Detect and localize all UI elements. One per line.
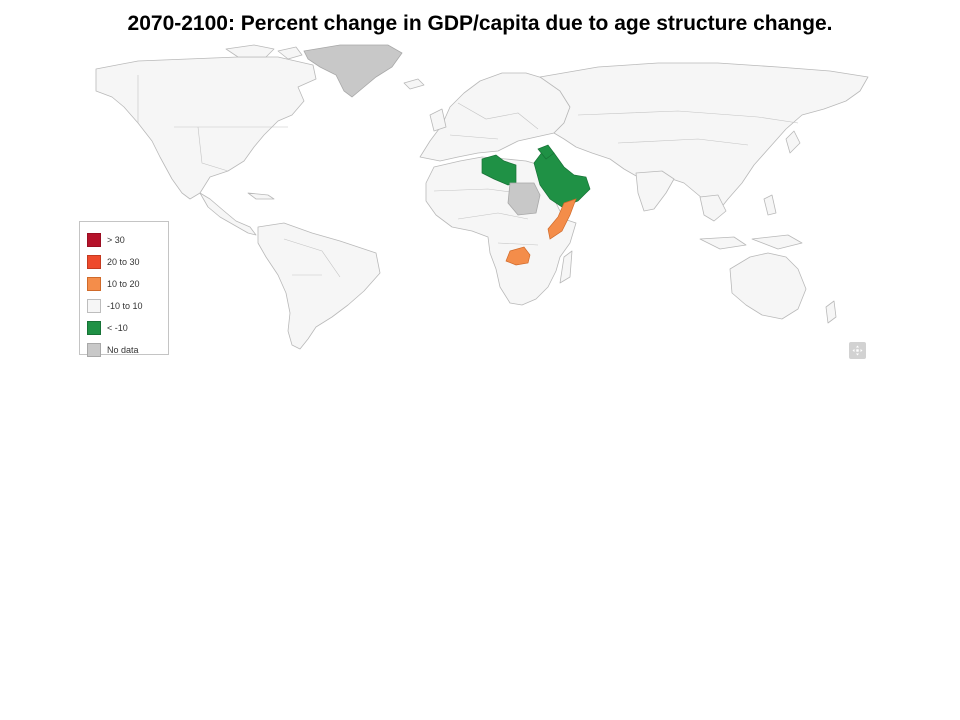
region-australia[interactable] [729,252,807,320]
map-legend: > 30 20 to 30 10 to 20 -10 to 10 < -10 N… [79,221,169,357]
country-somalia[interactable] [547,198,577,240]
legend-item: 10 to 20 [87,273,168,295]
legend-label: 10 to 20 [107,279,140,289]
country-zambia[interactable] [505,246,531,266]
legend-label: 20 to 30 [107,257,140,267]
legend-label: > 30 [107,235,125,245]
legend-swatch [87,233,101,247]
legend-item: No data [87,339,168,361]
legend-label: -10 to 10 [107,301,143,311]
legend-item: < -10 [87,317,168,339]
map-title: 2070-2100: Percent change in GDP/capita … [127,12,833,35]
world-map-svg [95,44,869,350]
legend-item: > 30 [87,229,168,251]
country-sudan[interactable] [507,182,541,216]
legend-item: 20 to 30 [87,251,168,273]
region-greenland[interactable] [303,44,403,98]
legend-swatch [87,277,101,291]
country-iraq[interactable] [537,144,555,160]
legend-swatch [87,299,101,313]
region-south-america[interactable] [257,222,381,350]
legend-swatch [87,321,101,335]
world-map[interactable] [78,43,872,363]
zoom-reset-icon [852,345,863,356]
legend-swatch [87,343,101,357]
region-north-america[interactable] [95,56,317,200]
legend-label: No data [107,345,139,355]
zoom-reset-button[interactable] [849,342,866,359]
legend-label: < -10 [107,323,128,333]
legend-swatch [87,255,101,269]
legend-item: -10 to 10 [87,295,168,317]
